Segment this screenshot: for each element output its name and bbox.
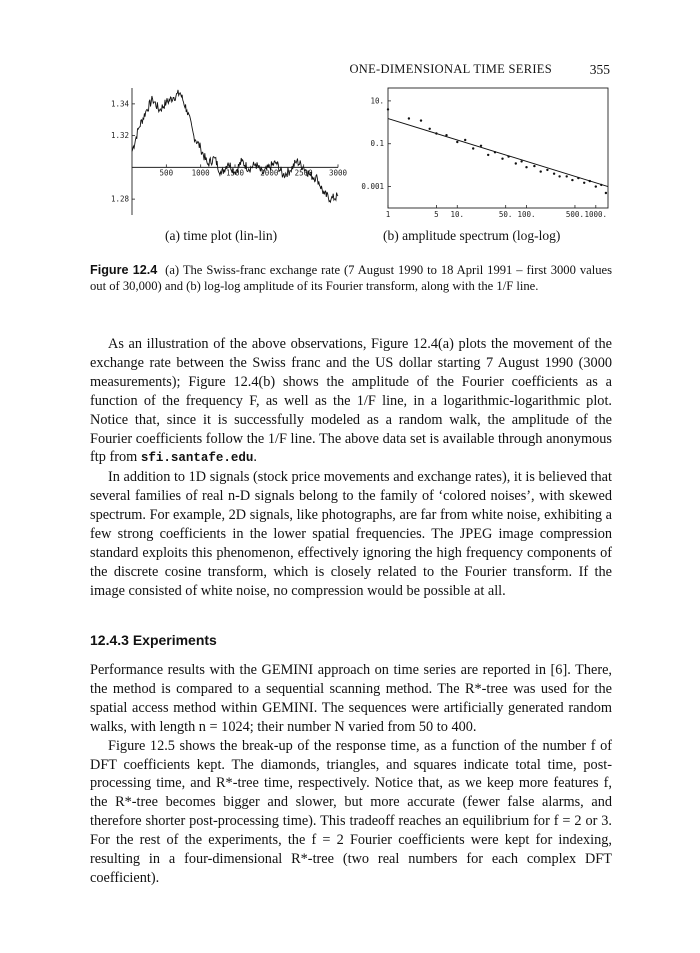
data-point (577, 176, 580, 180)
series-line (131, 89, 339, 204)
section-paragraphs: Performance results with the GEMINI appr… (90, 661, 612, 888)
data-point (445, 134, 448, 137)
x-tick-label: 2500 (295, 168, 314, 177)
data-point (456, 140, 459, 144)
data-point (479, 144, 483, 147)
y-tick-label: 1.28 (111, 195, 130, 204)
data-point (525, 166, 528, 169)
data-point (588, 179, 591, 183)
body-paragraphs: As an illustration of the above observat… (90, 335, 612, 601)
subcaption-b: (b) amplitude spectrum (log-log) (383, 228, 561, 243)
x-tick-label: 10. (450, 210, 464, 219)
data-point (435, 132, 438, 135)
y-tick-label: 0.001 (361, 182, 384, 191)
page-header: ONE-DIMENSIONAL TIME SERIES 355 (90, 62, 610, 78)
x-tick-label: 2000 (260, 168, 279, 177)
section-heading: 12.4.3 Experiments (90, 632, 217, 648)
data-point (533, 164, 536, 168)
data-point (428, 127, 431, 130)
data-point (565, 175, 568, 178)
figure-label: Figure 12.4 (90, 263, 158, 277)
data-point (600, 183, 603, 187)
x-tick-label: 1000 (192, 168, 211, 177)
figure-caption: Figure 12.4 (a) The Swiss-franc exchange… (90, 262, 612, 294)
data-point (520, 160, 523, 163)
data-point (386, 108, 390, 111)
x-tick-label: 1 (386, 210, 391, 219)
data-point (583, 181, 586, 184)
data-point (507, 155, 510, 158)
data-point (546, 168, 549, 172)
data-point (604, 191, 608, 195)
paragraph: Performance results with the GEMINI appr… (90, 662, 612, 735)
paragraph: Figure 12.5 shows the break-up of the re… (90, 737, 612, 886)
paragraph: In addition to 1D signals (stock price m… (90, 469, 612, 599)
y-tick-label: 0.1 (370, 139, 384, 148)
x-tick-label: 3000 (329, 168, 348, 177)
data-point (487, 153, 490, 157)
data-point (514, 162, 517, 165)
page-number: 355 (589, 62, 610, 77)
data-point (472, 147, 475, 150)
data-point (464, 138, 467, 142)
data-point (558, 175, 561, 178)
data-point (493, 151, 497, 154)
plot-frame (387, 87, 609, 209)
data-point (552, 172, 556, 175)
data-point (539, 170, 542, 173)
running-head: ONE-DIMENSIONAL TIME SERIES (349, 62, 552, 76)
x-tick-label: 5 (434, 210, 439, 219)
y-tick-label: 10. (370, 96, 384, 105)
data-point (407, 117, 411, 120)
x-tick-label: 500. (566, 210, 584, 219)
paragraph: As an illustration of the above observat… (90, 335, 612, 468)
x-tick-label: 50. (499, 210, 513, 219)
figure-caption-text: (a) The Swiss-franc exchange rate (7 Aug… (90, 263, 613, 293)
y-tick-label: 1.32 (111, 131, 129, 140)
paragraph-end: . (253, 449, 257, 466)
y-tick-label: 1.34 (111, 99, 130, 108)
reference-line-1-over-f (387, 118, 609, 188)
data-point (501, 157, 504, 160)
ftp-host: sfi.santafe.edu (140, 451, 254, 466)
paragraph-text: As an illustration of the above observat… (90, 336, 612, 466)
subcaption-a: (a) time plot (lin-lin) (165, 228, 278, 243)
x-tick-label: 1000. (585, 210, 608, 219)
x-tick-label: 100. (518, 210, 536, 219)
x-tick-label: 500 (160, 168, 174, 177)
data-point (571, 178, 574, 182)
data-point (594, 185, 597, 188)
data-point (419, 119, 423, 122)
amplitude-spectrum-chart: 10. 0.1 0.001 1 5 10. 50. 100. 500. 1000. (361, 87, 609, 219)
